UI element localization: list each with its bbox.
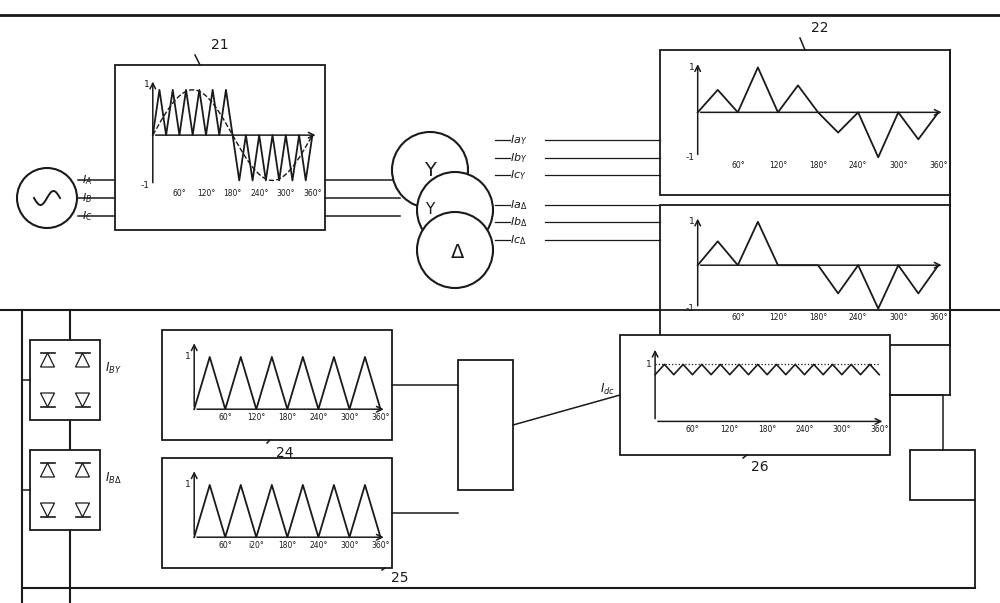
Text: 1: 1 [689, 217, 695, 226]
Bar [30, 340, 100, 420]
Bar [162, 458, 392, 568]
Text: 120°: 120° [197, 189, 215, 198]
Text: 60°: 60° [686, 425, 699, 434]
Text: 21: 21 [211, 38, 229, 52]
Text: $Ib_\Delta$: $Ib_\Delta$ [510, 215, 528, 229]
Text: $Ia_\Delta$: $Ia_\Delta$ [510, 198, 527, 212]
Text: 1: 1 [144, 80, 150, 89]
Bar [620, 335, 890, 455]
Text: 60°: 60° [731, 161, 745, 170]
Text: 300°: 300° [889, 312, 908, 321]
Polygon shape [76, 463, 90, 477]
Text: 360°: 360° [303, 189, 322, 198]
Text: $I_B$: $I_B$ [82, 191, 92, 205]
Text: $Ia_Y$: $Ia_Y$ [510, 133, 527, 147]
Text: 180°: 180° [809, 312, 827, 321]
Polygon shape [40, 393, 54, 407]
Text: -1: -1 [686, 304, 695, 313]
Text: 240°: 240° [849, 161, 867, 170]
Bar [660, 50, 950, 195]
Text: 240°: 240° [849, 312, 867, 321]
Text: 360°: 360° [929, 161, 948, 170]
Text: 240°: 240° [309, 413, 328, 422]
Text: -1: -1 [686, 153, 695, 162]
Text: -1: -1 [141, 181, 150, 190]
Text: 1: 1 [185, 352, 191, 361]
Text: 300°: 300° [833, 425, 851, 434]
Text: 180°: 180° [278, 541, 296, 550]
Circle shape [417, 172, 493, 248]
Text: 60°: 60° [731, 312, 745, 321]
Text: Y: Y [424, 160, 436, 180]
Text: 120°: 120° [721, 425, 739, 434]
Text: i20°: i20° [248, 541, 264, 550]
Polygon shape [40, 353, 54, 367]
Text: $Ic_Y$: $Ic_Y$ [510, 168, 527, 182]
Text: 180°: 180° [223, 189, 242, 198]
Text: 1: 1 [689, 63, 695, 72]
Text: 300°: 300° [277, 189, 295, 198]
Text: 240°: 240° [309, 541, 328, 550]
Text: $I_C$: $I_C$ [82, 209, 93, 223]
Text: 24: 24 [276, 446, 294, 460]
Circle shape [17, 168, 77, 228]
Bar [30, 450, 100, 530]
Text: 60°: 60° [218, 413, 232, 422]
Bar [115, 65, 325, 230]
Text: 120°: 120° [769, 161, 787, 170]
Text: 22: 22 [811, 21, 829, 35]
Text: 180°: 180° [278, 413, 296, 422]
Text: 300°: 300° [340, 413, 359, 422]
Text: 360°: 360° [371, 413, 390, 422]
Text: $I_{dc}$: $I_{dc}$ [600, 382, 615, 397]
Text: 1: 1 [646, 360, 652, 369]
Polygon shape [76, 353, 90, 367]
Circle shape [417, 212, 493, 288]
Text: 360°: 360° [371, 541, 390, 550]
Bar [660, 205, 950, 345]
Text: 360°: 360° [870, 425, 888, 434]
Text: 240°: 240° [250, 189, 268, 198]
Polygon shape [40, 463, 54, 477]
Text: 1: 1 [185, 481, 191, 490]
Text: $I_{B\Delta}$: $I_{B\Delta}$ [105, 470, 122, 485]
Text: 120°: 120° [769, 312, 787, 321]
Text: 180°: 180° [809, 161, 827, 170]
Text: $\Delta$: $\Delta$ [450, 242, 466, 262]
Text: 25: 25 [391, 571, 409, 585]
Text: 360°: 360° [929, 312, 948, 321]
Text: 60°: 60° [218, 541, 232, 550]
Bar [162, 330, 392, 440]
Text: 300°: 300° [340, 541, 359, 550]
Text: Y: Y [425, 203, 435, 218]
Text: 180°: 180° [758, 425, 776, 434]
Text: 120°: 120° [247, 413, 265, 422]
Polygon shape [76, 393, 90, 407]
Text: $I_{BY}$: $I_{BY}$ [105, 361, 122, 376]
Text: 60°: 60° [173, 189, 186, 198]
Bar [458, 360, 513, 490]
Text: 26: 26 [751, 460, 769, 474]
Text: $Ic_\Delta$: $Ic_\Delta$ [510, 233, 527, 247]
Text: $I_A$: $I_A$ [82, 173, 92, 187]
Text: 23: 23 [671, 348, 689, 362]
Bar [910, 450, 975, 500]
Text: 240°: 240° [795, 425, 814, 434]
Polygon shape [40, 503, 54, 517]
Polygon shape [76, 503, 90, 517]
Circle shape [392, 132, 468, 208]
Text: 300°: 300° [889, 161, 908, 170]
Text: $Ib_Y$: $Ib_Y$ [510, 151, 528, 165]
